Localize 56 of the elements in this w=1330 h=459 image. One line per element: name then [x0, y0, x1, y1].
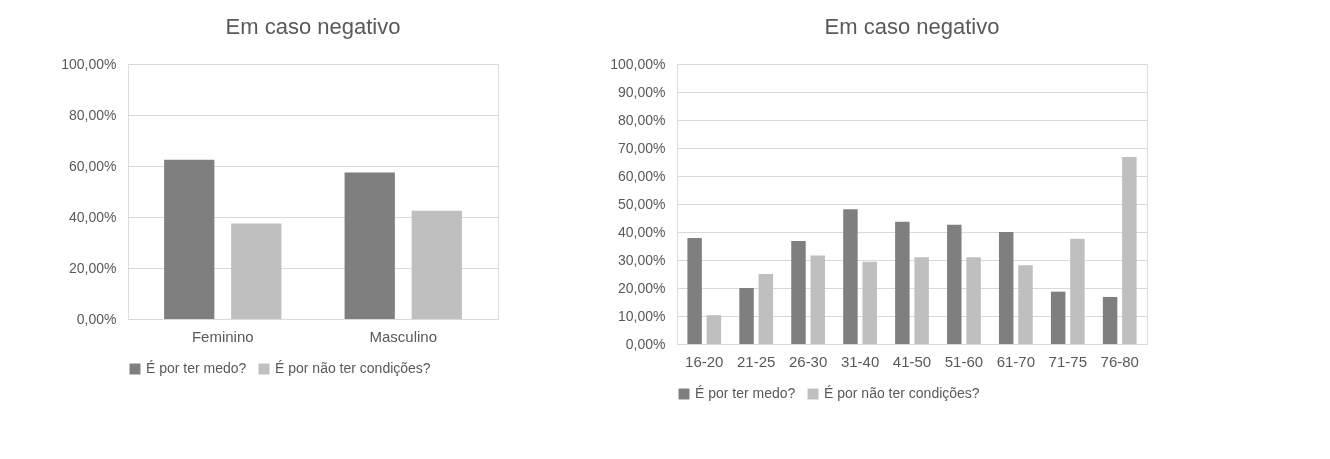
x-tick-label: 26-30: [788, 352, 828, 370]
y-tick-label: 60,00%: [618, 167, 666, 184]
y-tick-label: 70,00%: [618, 139, 666, 156]
bar: [706, 315, 722, 344]
bar: [862, 261, 877, 344]
bar: [344, 172, 395, 319]
bar: [947, 224, 962, 344]
y-tick-label: 80,00%: [69, 106, 117, 123]
x-tick-label: 76-80: [1100, 352, 1139, 370]
bar: [739, 288, 754, 344]
y-tick-label: 40,00%: [618, 223, 666, 240]
bar: [810, 255, 826, 344]
bar: [231, 223, 282, 319]
y-tick-label: 80,00%: [618, 111, 666, 128]
y-tick-label: 20,00%: [618, 279, 666, 296]
legend-label: É por ter medo?: [695, 385, 796, 401]
x-tick-label: 71-75: [1048, 352, 1087, 370]
bar: [895, 221, 910, 344]
bar: [1070, 238, 1085, 344]
bar: [1018, 265, 1033, 344]
y-tick-label: 60,00%: [69, 157, 117, 174]
x-tick-label: Feminino: [191, 327, 254, 345]
bar: [1122, 156, 1137, 344]
bar: [966, 257, 981, 344]
bar: [164, 159, 215, 319]
legend-label: É por não ter condições?: [275, 360, 431, 376]
bar: [687, 237, 702, 344]
y-tick-label: 0,00%: [625, 335, 666, 352]
bar: [1050, 291, 1066, 344]
x-tick-label: 51-60: [944, 352, 984, 370]
y-tick-label: 50,00%: [618, 195, 666, 212]
bar: [998, 232, 1014, 344]
x-tick-label: 31-40: [840, 352, 880, 370]
bar: [1102, 296, 1118, 344]
bar: [758, 274, 774, 344]
bar: [411, 210, 462, 319]
y-tick-label: 90,00%: [618, 83, 666, 100]
y-tick-label: 40,00%: [69, 208, 117, 225]
legend-label: É por não ter condições?: [824, 385, 980, 401]
y-tick-label: 20,00%: [69, 259, 117, 276]
bar: [791, 240, 806, 344]
bar: [843, 209, 858, 344]
x-tick-label: 61-70: [996, 352, 1036, 370]
chart-title: Em caso negativo: [225, 14, 401, 39]
x-tick-label: Masculino: [369, 327, 438, 345]
bar: [914, 257, 929, 344]
y-tick-label: 0,00%: [76, 310, 117, 327]
y-tick-label: 100,00%: [610, 55, 666, 72]
x-tick-label: 16-20: [685, 352, 724, 370]
y-tick-label: 10,00%: [618, 307, 666, 324]
x-tick-label: 21-25: [737, 352, 776, 370]
x-tick-label: 41-50: [892, 352, 932, 370]
chart-title: Em caso negativo: [824, 14, 1000, 39]
legend-label: É por ter medo?: [146, 360, 247, 376]
y-tick-label: 30,00%: [618, 251, 666, 268]
y-tick-label: 100,00%: [61, 55, 117, 72]
